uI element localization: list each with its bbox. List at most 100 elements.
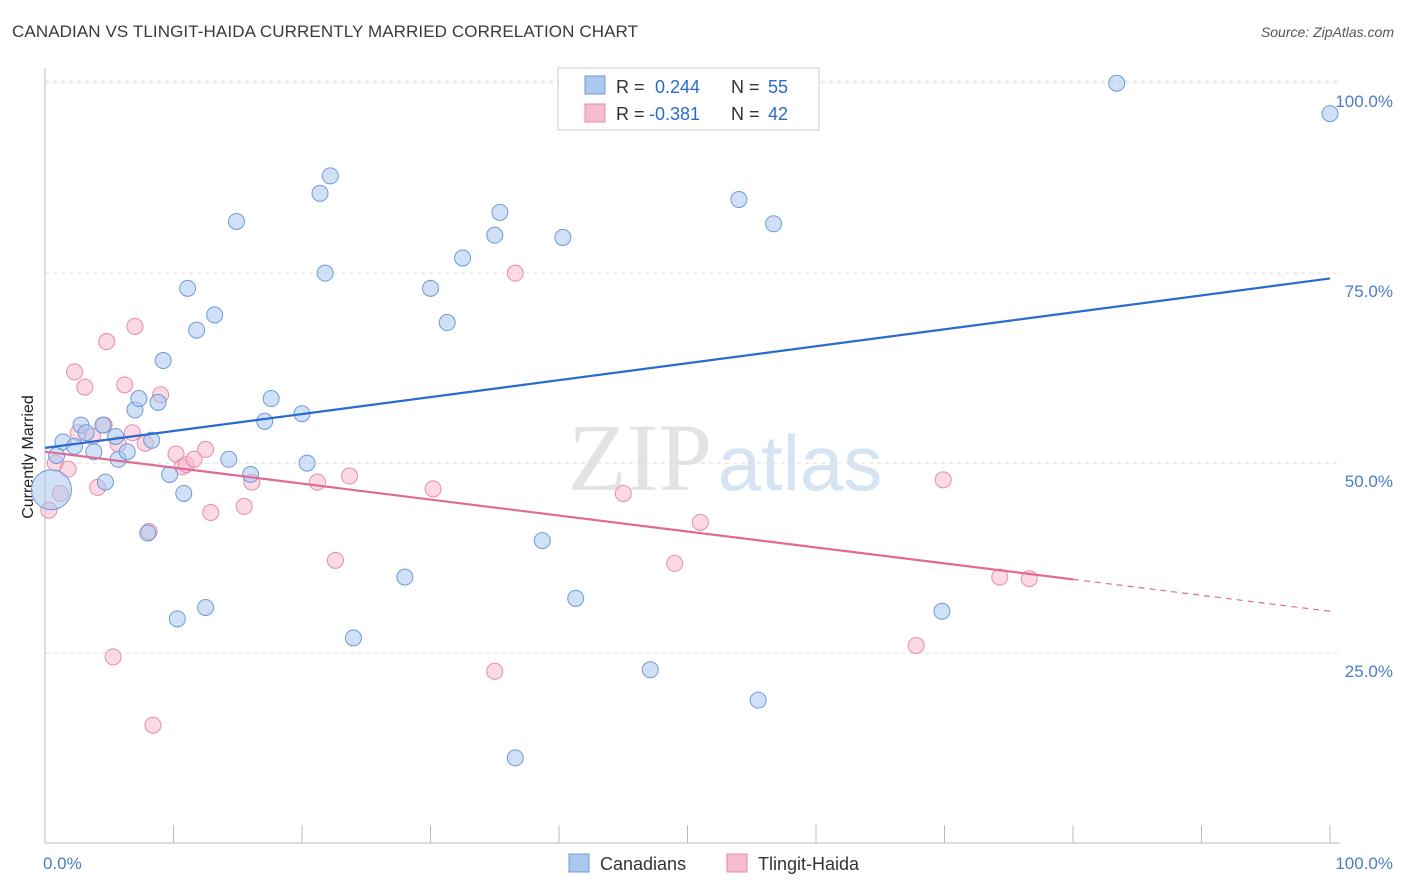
tlingit-haida-point-24 bbox=[197, 440, 215, 458]
canadians-point-37 bbox=[422, 279, 439, 297]
canadians-point-11 bbox=[118, 443, 136, 461]
tlingit-haida-point-30 bbox=[341, 467, 359, 485]
tlingit-haida-point-32 bbox=[486, 662, 504, 680]
source-label: Source: ZipAtlas.com bbox=[1260, 24, 1394, 40]
tlingit-haida-point-35 bbox=[666, 554, 684, 572]
legend-swatch-tlingit bbox=[584, 103, 606, 123]
canadians-point-51 bbox=[1108, 74, 1126, 92]
x-tick-label-max: 100.0% bbox=[1335, 854, 1393, 873]
tlingit-haida-trend-line bbox=[44, 450, 1074, 581]
canadians-point-38 bbox=[438, 314, 456, 332]
canadians-point-5 bbox=[77, 424, 95, 442]
tlingit-haida-point-11 bbox=[104, 648, 122, 666]
bottom-legend-swatch-canadians bbox=[568, 853, 590, 873]
canadians-point-9 bbox=[107, 428, 125, 446]
canadians-point-39 bbox=[454, 249, 472, 267]
canadians-point-28 bbox=[256, 412, 274, 430]
tlingit-haida-point-36 bbox=[691, 513, 709, 531]
canadians-point-44 bbox=[554, 228, 572, 246]
canadians-point-7 bbox=[94, 416, 112, 434]
canadians-point-15 bbox=[143, 431, 161, 449]
canadians-point-47 bbox=[730, 190, 748, 208]
canadians-point-34 bbox=[321, 167, 339, 185]
tlingit-haida-points bbox=[40, 264, 1038, 734]
legend-n-value-2: 42 bbox=[768, 104, 788, 124]
legend-r-label-1: R = bbox=[616, 77, 645, 97]
canadians-point-41 bbox=[491, 203, 509, 221]
tlingit-haida-trend-line-extension bbox=[1072, 578, 1331, 612]
canadians-points bbox=[30, 74, 1339, 767]
canadians-point-17 bbox=[154, 352, 172, 370]
canadians-point-8 bbox=[96, 473, 114, 491]
bottom-legend-canadians: Canadians bbox=[600, 854, 686, 874]
tlingit-haida-point-37 bbox=[907, 636, 925, 654]
tlingit-haida-point-31 bbox=[424, 480, 442, 498]
tlingit-haida-point-38 bbox=[934, 471, 952, 489]
canadians-point-1 bbox=[48, 447, 66, 464]
canadians-point-40 bbox=[486, 226, 504, 244]
tlingit-haida-point-26 bbox=[235, 497, 253, 515]
tlingit-haida-point-28 bbox=[308, 473, 326, 491]
canadians-point-21 bbox=[179, 279, 197, 297]
canadians-point-42 bbox=[506, 749, 524, 767]
bottom-legend-swatch-tlingit bbox=[726, 853, 748, 873]
tlingit-haida-point-14 bbox=[123, 424, 141, 442]
canadians-point-36 bbox=[396, 568, 414, 586]
canadians-point-6 bbox=[85, 443, 103, 461]
y-tick-label-25: 25.0% bbox=[1345, 662, 1393, 681]
canadians-point-26 bbox=[227, 212, 245, 230]
trend-lines bbox=[44, 277, 1331, 612]
canadians-trend-line bbox=[44, 277, 1331, 449]
x-tick-labels: 0.0% 100.0% bbox=[43, 854, 1393, 873]
tlingit-haida-point-29 bbox=[326, 551, 344, 569]
canadians-point-24 bbox=[206, 306, 224, 324]
canadians-point-45 bbox=[567, 589, 585, 607]
tlingit-haida-point-6 bbox=[76, 378, 94, 396]
tlingit-haida-point-10 bbox=[98, 333, 116, 351]
canadians-point-32 bbox=[311, 184, 329, 202]
tlingit-haida-point-34 bbox=[614, 484, 632, 502]
canadians-point-52 bbox=[1321, 105, 1339, 123]
chart-title: CANADIAN VS TLINGIT-HAIDA CURRENTLY MARR… bbox=[12, 22, 639, 41]
series-legend: Canadians Tlingit-Haida bbox=[568, 853, 860, 874]
gridlines bbox=[45, 80, 1340, 654]
y-tick-label-50: 50.0% bbox=[1345, 472, 1393, 491]
y-tick-label-100: 100.0% bbox=[1335, 92, 1393, 111]
tlingit-haida-point-3 bbox=[59, 460, 77, 478]
legend-r-label-2: R = bbox=[616, 104, 645, 124]
canadians-point-22 bbox=[188, 321, 206, 339]
canadians-point-50 bbox=[933, 602, 951, 620]
canadians-point-16 bbox=[149, 393, 167, 411]
tlingit-haida-point-13 bbox=[116, 376, 134, 394]
legend-n-label-2: N = bbox=[731, 104, 760, 124]
canadians-point-20 bbox=[175, 484, 193, 502]
y-tick-label-75: 75.0% bbox=[1345, 282, 1393, 301]
legend-r-value-1: 0.244 bbox=[655, 77, 700, 97]
canadians-point-49 bbox=[765, 215, 783, 233]
legend-n-label-1: N = bbox=[731, 77, 760, 97]
bottom-legend-tlingit: Tlingit-Haida bbox=[758, 854, 860, 874]
canadians-point-29 bbox=[262, 390, 280, 408]
canadians-point-23 bbox=[197, 598, 215, 616]
tlingit-haida-point-25 bbox=[202, 503, 220, 521]
canadians-point-14 bbox=[139, 524, 157, 542]
canadians-point-27 bbox=[242, 465, 260, 483]
tlingit-haida-point-15 bbox=[126, 317, 144, 335]
tlingit-haida-point-18 bbox=[144, 716, 162, 734]
axes bbox=[44, 68, 1340, 844]
canadians-point-35 bbox=[344, 629, 362, 647]
tlingit-haida-point-33 bbox=[506, 264, 524, 282]
y-tick-labels: 25.0% 50.0% 75.0% 100.0% bbox=[1335, 92, 1393, 681]
tlingit-haida-point-39 bbox=[991, 568, 1009, 586]
canadians-point-46 bbox=[641, 661, 659, 679]
tlingit-haida-point-4 bbox=[66, 363, 84, 381]
legend-swatch-canadians bbox=[584, 75, 606, 95]
canadians-point-43 bbox=[533, 532, 551, 550]
correlation-legend: R = 0.244 N = 55 R = -0.381 N = 42 bbox=[557, 67, 820, 131]
legend-r-value-2: -0.381 bbox=[649, 104, 700, 124]
tlingit-haida-point-23 bbox=[185, 450, 203, 468]
canadians-point-19 bbox=[168, 610, 186, 628]
canadians-point-3 bbox=[66, 437, 84, 455]
canadians-point-48 bbox=[749, 691, 767, 709]
